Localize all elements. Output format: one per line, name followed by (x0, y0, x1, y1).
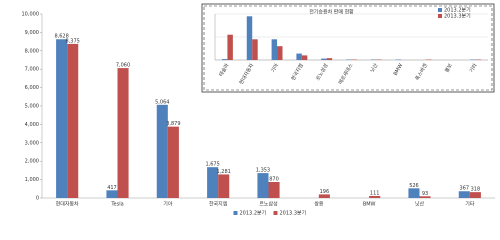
data-label: 8,375 (66, 38, 80, 44)
bar (271, 39, 278, 60)
y-tick-label: 1,000 (25, 177, 39, 183)
x-tick-label: 기아 (269, 62, 280, 74)
data-label: 1,281 (217, 169, 231, 175)
bar (277, 46, 283, 60)
data-label: 3,879 (166, 121, 180, 127)
x-tick-label: BMW (393, 63, 405, 77)
y-tick-label: 8,000 (25, 48, 39, 54)
data-label: 1,353 (256, 168, 270, 174)
y-tick-label: 9,000 (25, 30, 39, 36)
data-label: 367 (460, 186, 470, 192)
chart-title: 전기승용차 판매 현황 (309, 9, 354, 16)
data-label: 526 (409, 183, 419, 189)
legend-label: 2013.3분기 (444, 13, 471, 20)
bar (296, 53, 302, 60)
x-tick-label: BMW (363, 202, 376, 208)
bar (268, 181, 280, 198)
bar (246, 16, 253, 60)
bar (318, 194, 330, 198)
legend-label: 2013.2분기 (444, 7, 471, 14)
bar (257, 173, 269, 198)
y-tick-label: 10,000 (22, 12, 40, 18)
data-label: 318 (471, 187, 481, 193)
legend-swatch (233, 211, 238, 215)
x-tick-label: Tesla (110, 202, 123, 208)
legend-label: 2013.3분기 (280, 210, 307, 217)
x-tick-label: 현대자동차 (56, 201, 79, 208)
x-tick-label: 기타 (468, 62, 479, 74)
x-tick-label: 기타 (465, 201, 475, 208)
bar (408, 188, 420, 198)
y-tick-label: 7,000 (25, 67, 39, 73)
bar (326, 58, 333, 60)
bar (221, 59, 228, 60)
bar (156, 104, 168, 198)
bar (301, 55, 308, 60)
chart: 0 1,000 2,000 3,000 4,000 5,000 6,000 7,000 8,00… (21, 3, 495, 217)
bar (67, 43, 79, 199)
bar (369, 195, 381, 198)
y-tick-label: 5,000 (25, 104, 39, 110)
bar (458, 191, 470, 198)
data-label: 7,060 (116, 63, 130, 69)
inset-border (203, 5, 493, 91)
legend-label: 2013.2분기 (240, 210, 267, 217)
bar (167, 126, 179, 198)
legend-swatch (438, 8, 442, 12)
data-label: 93 (422, 191, 428, 197)
y-tick-label: 3,000 (25, 140, 39, 146)
data-label: 870 (269, 176, 279, 182)
x-tick-label: 볼보 (443, 62, 454, 74)
bar (106, 190, 118, 198)
x-tick-label: 닛산 (415, 201, 425, 208)
data-label: 5,064 (155, 99, 169, 105)
legend-swatch (438, 14, 442, 18)
data-label: 111 (370, 190, 380, 196)
x-tick-label: 한국지엠 (209, 201, 228, 208)
bar (252, 39, 258, 60)
bar (419, 196, 431, 198)
x-tick-label: 기아 (163, 201, 173, 208)
bar (117, 68, 129, 198)
x-tick-label: 르노삼성 (259, 201, 277, 208)
bar (469, 192, 481, 198)
data-label: 1,675 (205, 162, 219, 168)
data-label: 196 (320, 189, 330, 195)
y-tick-label: 0 (36, 196, 39, 202)
legend-swatch (273, 211, 278, 215)
bar (56, 39, 68, 199)
data-label: 417 (107, 185, 117, 191)
bar (227, 34, 233, 60)
x-tick-label: 쌍용 (314, 201, 324, 208)
bar (207, 167, 219, 198)
bar (321, 58, 327, 60)
y-tick-label: 6,000 (25, 85, 39, 91)
x-tick-label: 닛산 (369, 62, 380, 74)
data-label: 8,628 (54, 34, 68, 40)
y-tick-label: 4,000 (25, 122, 39, 128)
y-tick-label: 2,000 (25, 159, 39, 165)
bar (218, 174, 230, 198)
